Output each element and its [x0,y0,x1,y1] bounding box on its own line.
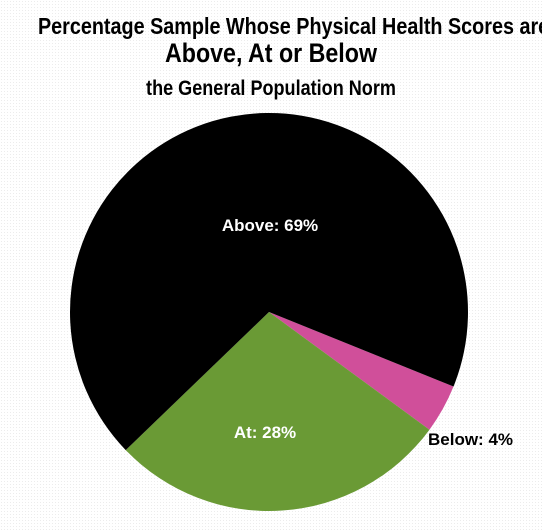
pie-slice-below [269,312,454,430]
slice-label-below: Below: 4% [428,430,513,449]
slice-label-above: Above: 69% [222,216,318,235]
pie-slice-above [70,113,469,451]
chart-title-line-2: Above, At or Below [164,38,378,68]
chart-title-line-3: the General Population Norm [146,77,396,100]
chart-title-line-1: Percentage Sample Whose Physical Health … [37,13,542,39]
pie-slice-at [125,312,430,512]
slice-label-at: At: 28% [234,423,296,442]
